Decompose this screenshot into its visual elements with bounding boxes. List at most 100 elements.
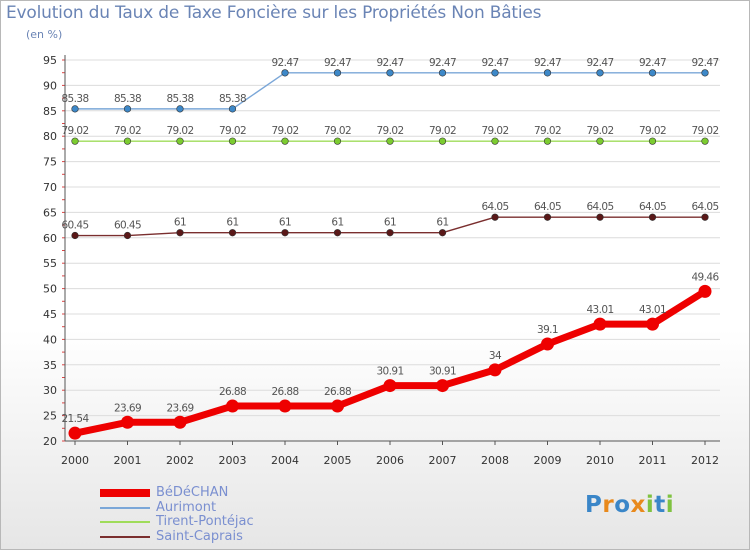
y-tick-label: 45 <box>43 308 57 321</box>
legend-item: Saint-Caprais <box>100 529 254 545</box>
data-point <box>228 229 237 237</box>
data-label: 23.69 <box>166 402 193 414</box>
data-point <box>71 137 79 145</box>
y-tick-label: 80 <box>43 130 57 143</box>
data-label: 79.02 <box>586 125 613 137</box>
data-point <box>333 137 342 145</box>
data-label: 85.38 <box>166 93 193 105</box>
data-label: 79.02 <box>481 125 508 137</box>
data-label: 39.1 <box>537 324 558 336</box>
data-point <box>176 229 184 237</box>
data-point <box>596 137 604 145</box>
data-point <box>331 399 344 413</box>
y-tick-label: 60 <box>43 232 57 245</box>
data-point <box>648 69 657 77</box>
data-point <box>333 69 342 77</box>
y-tick-label: 50 <box>43 283 57 296</box>
y-tick-label: 35 <box>43 359 57 372</box>
data-label: 26.88 <box>219 386 246 398</box>
data-point <box>438 137 447 145</box>
data-point <box>281 229 289 237</box>
legend-item: Aurimont <box>100 499 254 516</box>
data-point <box>543 69 552 77</box>
data-label: 85.38 <box>61 93 88 105</box>
data-label: 61 <box>384 217 396 229</box>
data-point <box>176 105 184 113</box>
x-tick-label: 2004 <box>271 454 299 467</box>
legend-label: Aurimont <box>156 499 217 515</box>
legend-label: BéDéCHAN <box>156 485 229 500</box>
data-point <box>488 363 502 377</box>
y-tick-label: 40 <box>43 333 57 346</box>
data-label: 30.91 <box>429 366 456 378</box>
x-tick-label: 2005 <box>324 454 352 467</box>
data-point <box>438 69 447 77</box>
data-label: 79.02 <box>691 125 718 137</box>
data-label: 79.02 <box>534 125 561 137</box>
data-label: 49.46 <box>691 271 719 283</box>
y-tick-label: 25 <box>43 410 57 423</box>
data-label: 79.02 <box>166 125 193 137</box>
y-tick-label: 90 <box>43 79 57 92</box>
data-point <box>543 137 552 145</box>
data-point <box>121 415 134 429</box>
x-tick-label: 2000 <box>61 454 89 467</box>
data-label: 43.01 <box>586 304 613 316</box>
y-tick-label: 70 <box>43 181 57 194</box>
series-lines <box>68 69 712 440</box>
data-point <box>698 284 712 298</box>
data-point <box>386 229 394 237</box>
data-point <box>228 137 237 145</box>
data-point <box>701 213 709 221</box>
data-label: 79.02 <box>271 125 298 137</box>
data-label: 64.05 <box>586 201 613 213</box>
data-label: 92.47 <box>586 57 613 69</box>
y-tick-label: 30 <box>43 384 57 397</box>
data-point <box>596 213 604 221</box>
data-label: 61 <box>174 217 186 229</box>
legend-label: Tirent-Pontéjac <box>156 514 254 529</box>
data-point <box>281 137 289 145</box>
data-point <box>541 337 554 351</box>
x-tick-label: 2011 <box>639 454 667 467</box>
data-point <box>436 379 449 393</box>
data-label: 85.38 <box>219 93 246 105</box>
data-point <box>543 213 552 221</box>
data-label: 92.47 <box>324 57 351 69</box>
data-point <box>173 415 187 429</box>
data-label: 85.38 <box>114 93 141 105</box>
data-point <box>491 69 499 77</box>
data-label: 30.91 <box>376 366 403 378</box>
data-label: 64.05 <box>691 201 718 213</box>
data-label: 26.88 <box>324 386 351 398</box>
data-label: 64.05 <box>534 201 561 213</box>
data-point <box>176 137 184 145</box>
data-label: 92.47 <box>376 57 403 69</box>
proxiti-logo: Proxiti <box>585 492 675 518</box>
data-point <box>123 231 132 240</box>
data-label: 60.45 <box>61 220 88 232</box>
data-label: 79.02 <box>639 125 666 137</box>
y-tick-label: 85 <box>43 105 57 118</box>
legend-swatch <box>100 506 150 509</box>
data-point <box>386 69 394 77</box>
data-point <box>71 231 79 240</box>
x-tick-label: 2007 <box>429 454 457 467</box>
data-label: 92.47 <box>429 57 456 69</box>
data-label: 92.47 <box>639 57 666 69</box>
data-label: 79.02 <box>61 125 88 137</box>
data-label: 43.01 <box>639 304 666 316</box>
x-tick-label: 2006 <box>376 454 404 467</box>
data-label: 92.47 <box>534 57 561 69</box>
y-tick-label: 75 <box>43 156 57 169</box>
x-tick-label: 2009 <box>534 454 562 467</box>
data-label: 26.88 <box>271 386 298 398</box>
data-label: 61 <box>436 217 448 229</box>
data-label: 79.02 <box>429 125 456 137</box>
y-tick-label: 95 <box>43 54 57 67</box>
y-tick-label: 55 <box>43 257 57 270</box>
data-point <box>491 213 499 221</box>
legend-swatch <box>100 521 150 524</box>
data-point <box>383 379 397 393</box>
